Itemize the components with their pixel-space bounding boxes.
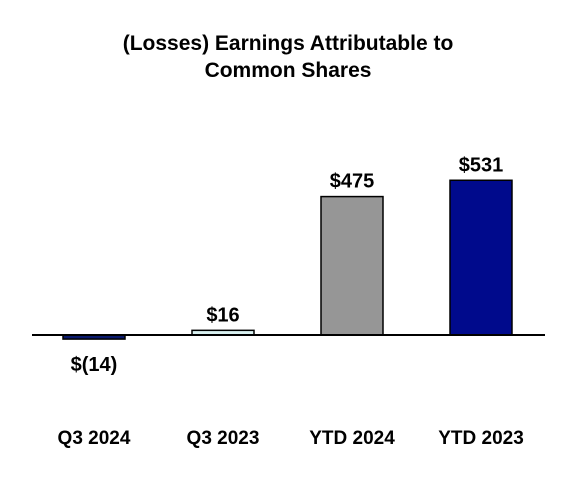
category-label-3: YTD 2023 — [438, 428, 524, 449]
bars-group — [62, 179, 513, 340]
value-label-2: $475 — [330, 171, 375, 193]
category-label-0: Q3 2024 — [58, 428, 131, 449]
labels-group: $(14) Q3 2024 $16 Q3 2023 $475 YTD 2024 $531 YT… — [58, 154, 524, 449]
bar-ytd-2023 — [449, 179, 513, 336]
value-label-0: $(14) — [71, 354, 118, 376]
category-label-1: Q3 2023 — [187, 428, 260, 449]
chart-title: (Losses) Earnings Attributable to Common… — [0, 30, 576, 84]
category-label-2: YTD 2024 — [309, 428, 395, 449]
value-label-3: $531 — [459, 154, 504, 176]
value-label-1: $16 — [206, 304, 239, 326]
chart-title-line-2: Common Shares — [204, 59, 372, 82]
bar-ytd-2024 — [320, 195, 384, 336]
chart-title-line-1: (Losses) Earnings Attributable to — [122, 32, 454, 55]
